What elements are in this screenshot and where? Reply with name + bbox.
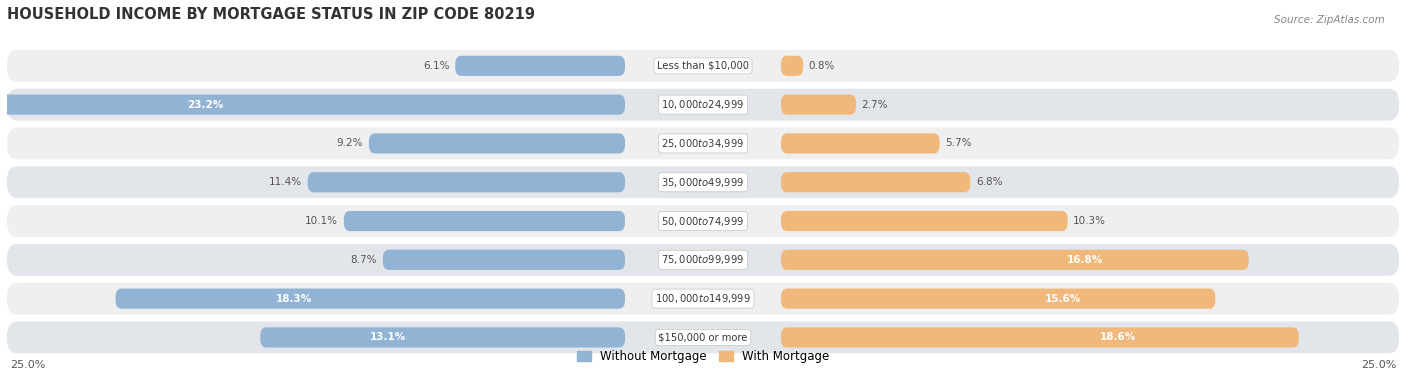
FancyBboxPatch shape	[0, 94, 626, 115]
FancyBboxPatch shape	[7, 89, 1399, 121]
Text: 25.0%: 25.0%	[1361, 360, 1396, 370]
Text: 0.8%: 0.8%	[808, 61, 835, 71]
FancyBboxPatch shape	[382, 250, 626, 270]
FancyBboxPatch shape	[368, 133, 626, 153]
FancyBboxPatch shape	[7, 166, 1399, 198]
Text: $10,000 to $24,999: $10,000 to $24,999	[661, 98, 745, 111]
FancyBboxPatch shape	[7, 50, 1399, 82]
Text: 9.2%: 9.2%	[337, 138, 363, 149]
FancyBboxPatch shape	[780, 133, 939, 153]
FancyBboxPatch shape	[780, 327, 1299, 347]
FancyBboxPatch shape	[780, 94, 856, 115]
FancyBboxPatch shape	[344, 211, 626, 231]
Text: Source: ZipAtlas.com: Source: ZipAtlas.com	[1274, 15, 1385, 25]
Text: 6.8%: 6.8%	[976, 177, 1002, 187]
FancyBboxPatch shape	[780, 288, 1215, 309]
Text: 18.3%: 18.3%	[276, 294, 312, 304]
FancyBboxPatch shape	[780, 211, 1067, 231]
Text: 15.6%: 15.6%	[1045, 294, 1081, 304]
FancyBboxPatch shape	[456, 56, 626, 76]
Text: 11.4%: 11.4%	[269, 177, 302, 187]
Text: $150,000 or more: $150,000 or more	[658, 332, 748, 342]
Text: 18.6%: 18.6%	[1099, 332, 1136, 342]
Text: 23.2%: 23.2%	[187, 100, 224, 110]
FancyBboxPatch shape	[7, 127, 1399, 159]
FancyBboxPatch shape	[115, 288, 626, 309]
Text: $100,000 to $149,999: $100,000 to $149,999	[655, 292, 751, 305]
Text: 2.7%: 2.7%	[862, 100, 889, 110]
Text: 8.7%: 8.7%	[350, 255, 377, 265]
FancyBboxPatch shape	[260, 327, 626, 347]
Text: Less than $10,000: Less than $10,000	[657, 61, 749, 71]
Text: HOUSEHOLD INCOME BY MORTGAGE STATUS IN ZIP CODE 80219: HOUSEHOLD INCOME BY MORTGAGE STATUS IN Z…	[7, 7, 534, 22]
Text: $35,000 to $49,999: $35,000 to $49,999	[661, 176, 745, 189]
Text: $25,000 to $34,999: $25,000 to $34,999	[661, 137, 745, 150]
Text: 6.1%: 6.1%	[423, 61, 450, 71]
Text: 10.1%: 10.1%	[305, 216, 339, 226]
Text: 10.3%: 10.3%	[1073, 216, 1107, 226]
FancyBboxPatch shape	[780, 56, 803, 76]
Text: $75,000 to $99,999: $75,000 to $99,999	[661, 253, 745, 266]
FancyBboxPatch shape	[780, 250, 1249, 270]
Text: 16.8%: 16.8%	[1067, 255, 1104, 265]
FancyBboxPatch shape	[7, 283, 1399, 314]
Text: 13.1%: 13.1%	[370, 332, 406, 342]
FancyBboxPatch shape	[7, 322, 1399, 353]
FancyBboxPatch shape	[7, 205, 1399, 237]
Legend: Without Mortgage, With Mortgage: Without Mortgage, With Mortgage	[572, 345, 834, 368]
Text: 5.7%: 5.7%	[945, 138, 972, 149]
FancyBboxPatch shape	[780, 172, 970, 192]
FancyBboxPatch shape	[308, 172, 626, 192]
Text: $50,000 to $74,999: $50,000 to $74,999	[661, 215, 745, 228]
FancyBboxPatch shape	[7, 244, 1399, 276]
Text: 25.0%: 25.0%	[10, 360, 45, 370]
